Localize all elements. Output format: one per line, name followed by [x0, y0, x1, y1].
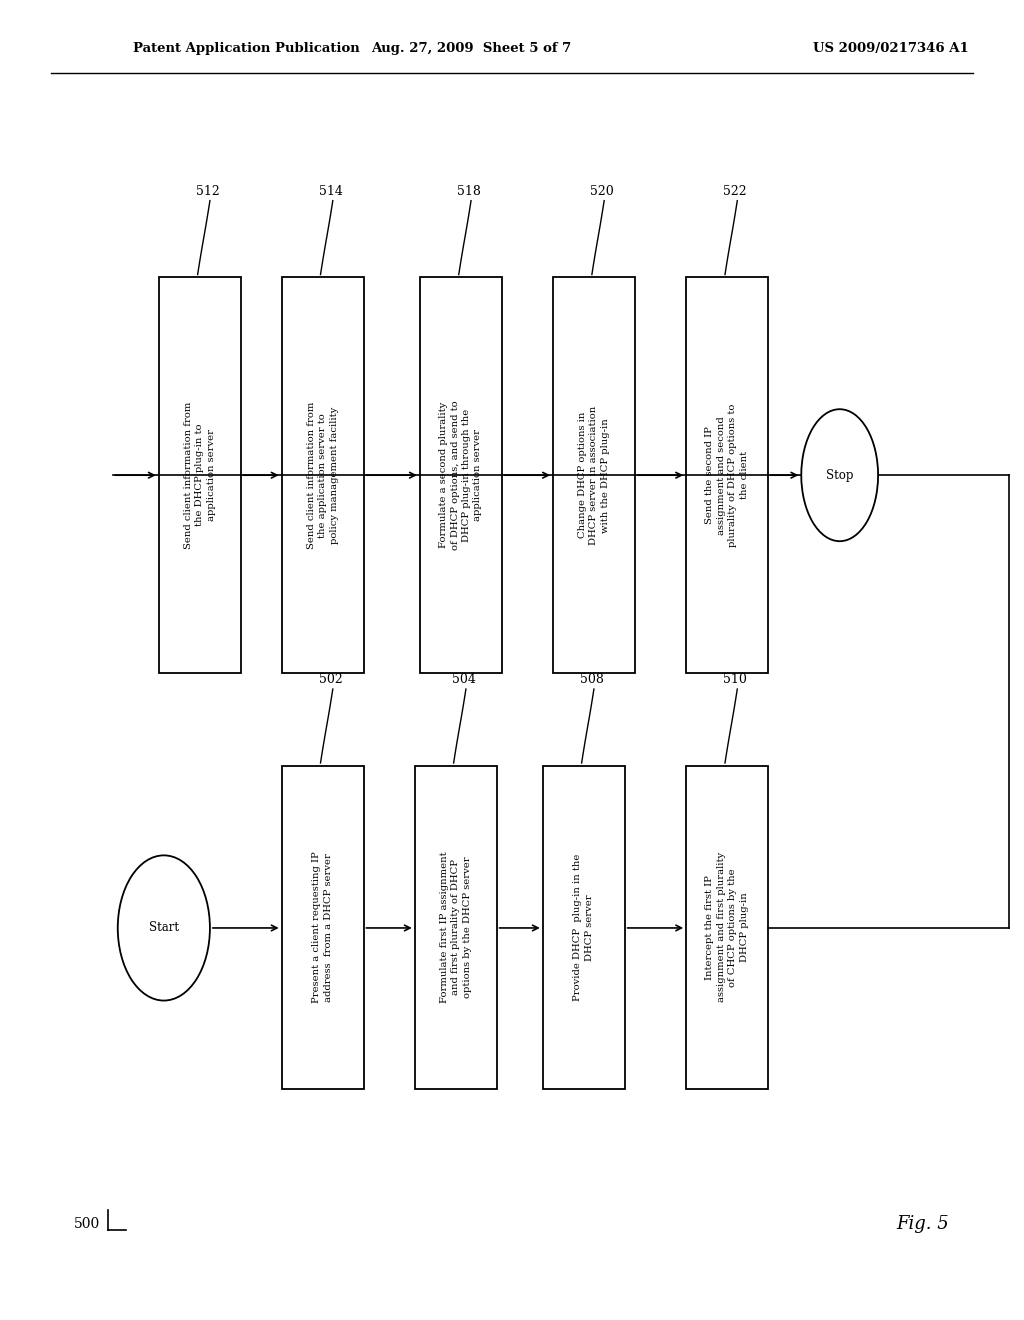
Bar	[553, 277, 635, 673]
Text: Aug. 27, 2009  Sheet 5 of 7: Aug. 27, 2009 Sheet 5 of 7	[371, 42, 571, 55]
Text: 510: 510	[723, 673, 748, 686]
Text: Start: Start	[148, 921, 179, 935]
Text: 500: 500	[74, 1217, 100, 1230]
Text: 518: 518	[457, 185, 481, 198]
Bar	[420, 277, 502, 673]
Text: Patent Application Publication: Patent Application Publication	[133, 42, 359, 55]
Bar	[282, 766, 364, 1089]
Bar	[686, 766, 768, 1089]
Text: 520: 520	[590, 185, 614, 198]
Bar	[543, 766, 625, 1089]
Text: Formulate first IP assignment
and first plurality of DHCP
options by the DHCP se: Formulate first IP assignment and first …	[439, 851, 472, 1003]
Ellipse shape	[118, 855, 210, 1001]
Bar	[415, 766, 497, 1089]
Text: 502: 502	[318, 673, 343, 686]
Text: 522: 522	[723, 185, 748, 198]
Bar	[159, 277, 241, 673]
Bar	[282, 277, 364, 673]
Text: Send the second IP
assignment and second
plurality of DHCP options to
the client: Send the second IP assignment and second…	[706, 404, 749, 546]
Text: 504: 504	[452, 673, 476, 686]
Text: US 2009/0217346 A1: US 2009/0217346 A1	[813, 42, 969, 55]
Text: Fig. 5: Fig. 5	[896, 1214, 949, 1233]
Text: Change DHCP options in
DHCP server in association
with the DHCP plug-in: Change DHCP options in DHCP server in as…	[578, 405, 610, 545]
Text: Stop: Stop	[826, 469, 853, 482]
Text: 512: 512	[196, 185, 220, 198]
Text: Present a client requesting IP
address  from a DHCP server: Present a client requesting IP address f…	[312, 851, 333, 1003]
Ellipse shape	[801, 409, 878, 541]
Text: Provide DHCP  plug-in in the
DHCP server: Provide DHCP plug-in in the DHCP server	[573, 854, 594, 1001]
Text: 514: 514	[318, 185, 343, 198]
Bar	[686, 277, 768, 673]
Text: Send client information from
the DHCP plug-in to
application server: Send client information from the DHCP pl…	[183, 401, 216, 549]
Text: Intercept the first IP
assignment and first plurality
of CHCP options by the
DHC: Intercept the first IP assignment and fi…	[706, 853, 749, 1002]
Text: Formulate a second plurality
of DHCP options, and send to
DHCP plug-in through t: Formulate a second plurality of DHCP opt…	[439, 400, 482, 550]
Text: 508: 508	[580, 673, 604, 686]
Text: Send client information from
the application server to
policy management facilit: Send client information from the applica…	[306, 401, 339, 549]
